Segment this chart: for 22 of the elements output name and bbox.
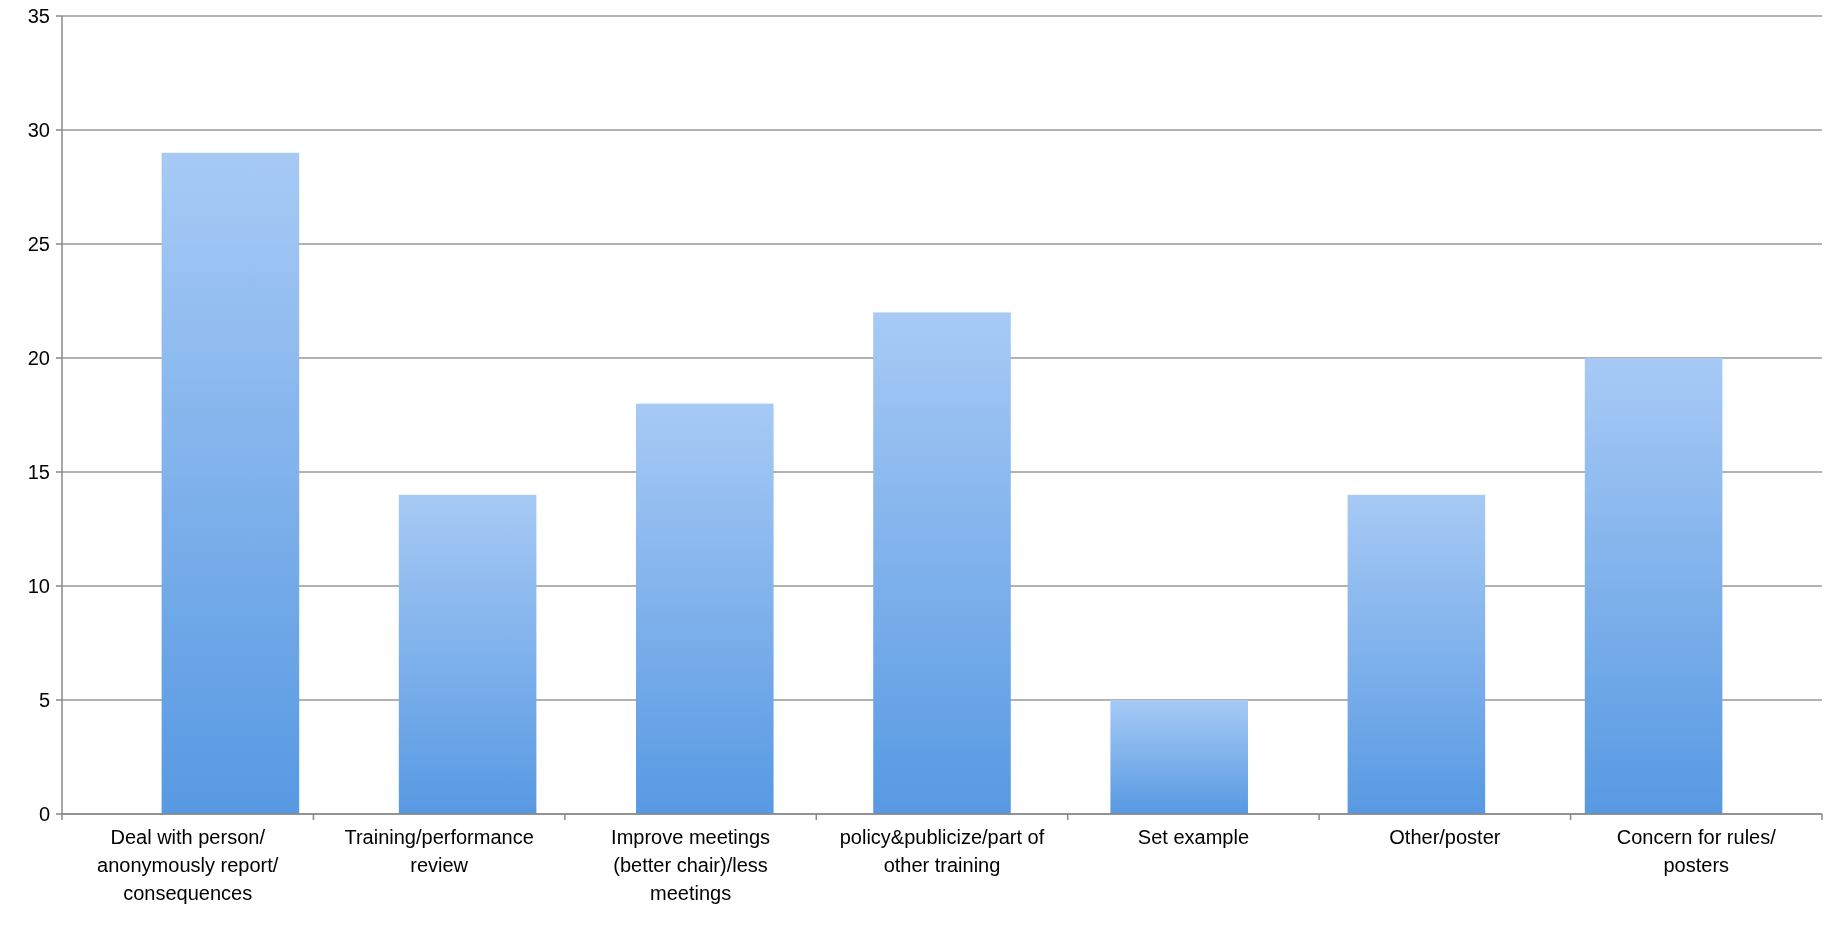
y-tick-label: 15	[27, 461, 50, 483]
bar	[1110, 700, 1248, 814]
y-tick-label: 30	[27, 119, 50, 141]
x-tick-label: Concern for rules/ posters	[1616, 826, 1777, 876]
x-tick-label: Other/poster	[1389, 826, 1501, 848]
y-tick-label: 0	[38, 803, 50, 825]
bar	[398, 494, 537, 814]
y-tick-label: 5	[38, 689, 50, 711]
y-tick-label: 25	[27, 233, 50, 255]
x-tick-label: policy&publicize/part of other training	[839, 826, 1045, 876]
bar	[1584, 358, 1723, 814]
y-tick-label: 35	[27, 5, 50, 27]
x-tick-label: Deal with person/ anonymously report/ consequences	[97, 826, 279, 904]
bar	[873, 312, 1011, 814]
bar	[1347, 494, 1486, 814]
x-tick-label: Training/performance review	[344, 826, 534, 876]
x-tick-label: Improve meetings (better chair)/less meetings	[611, 826, 771, 904]
bar	[636, 403, 774, 814]
y-tick-label: 10	[27, 575, 50, 597]
bar	[161, 152, 300, 814]
x-tick-label: Set example	[1137, 826, 1250, 848]
y-tick-label: 20	[27, 347, 50, 369]
